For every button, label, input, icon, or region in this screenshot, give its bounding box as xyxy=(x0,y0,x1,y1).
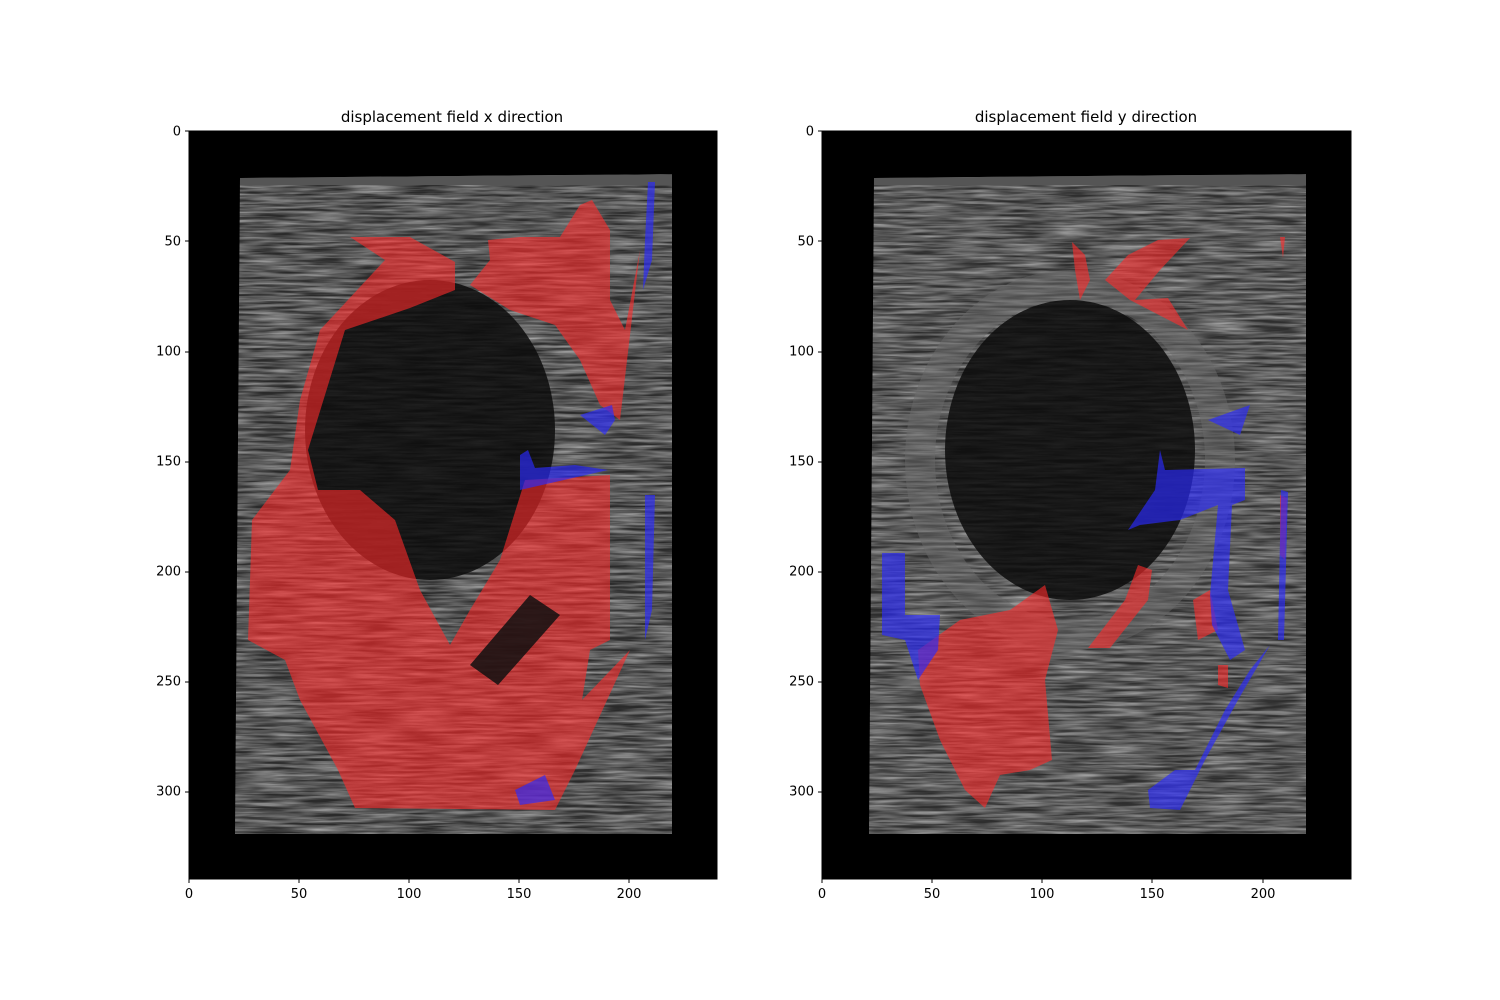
axes-frame xyxy=(821,130,1352,880)
y-tick-label: 150 xyxy=(156,454,181,470)
x-tick-label: 0 xyxy=(184,887,194,902)
y-tick-label: 250 xyxy=(789,674,814,690)
y-axis-ticks xyxy=(185,130,189,793)
x-tick-label: 200 xyxy=(1250,887,1276,902)
x-tick-label: 0 xyxy=(817,887,827,902)
panel-title: displacement field y direction xyxy=(974,108,1198,126)
x-tick-label: 150 xyxy=(1139,887,1165,902)
x-tick-label: 50 xyxy=(923,887,941,902)
y-tick-label: 250 xyxy=(156,674,181,690)
y-axis-ticks xyxy=(818,130,822,793)
overlay-positive-x xyxy=(248,200,640,810)
overlay-negative-x xyxy=(515,182,655,805)
overlay-positive-y xyxy=(918,237,1287,808)
y-tick-label: 300 xyxy=(789,784,814,800)
y-tick-label: 150 xyxy=(789,454,814,470)
y-tick-label: 0 xyxy=(805,124,814,140)
x-tick-label: 50 xyxy=(290,887,308,902)
x-tick-label: 100 xyxy=(396,887,422,902)
y-tick-label: 100 xyxy=(156,344,181,360)
x-axis-ticks xyxy=(188,879,630,883)
y-tick-label: 300 xyxy=(156,784,181,800)
x-axis-ticks xyxy=(821,879,1264,883)
y-tick-label: 200 xyxy=(789,564,814,580)
y-tick-label: 200 xyxy=(156,564,181,580)
y-tick-label: 0 xyxy=(172,124,181,140)
overlay-negative-y xyxy=(882,405,1288,810)
y-tick-label: 100 xyxy=(789,344,814,360)
panel-title: displacement field x direction xyxy=(340,108,564,126)
x-tick-label: 100 xyxy=(1029,887,1055,902)
axes-frame xyxy=(188,130,718,880)
y-tick-label: 50 xyxy=(797,234,814,250)
x-tick-label: 200 xyxy=(616,887,642,902)
x-tick-label: 150 xyxy=(506,887,532,902)
y-tick-label: 50 xyxy=(164,234,181,250)
